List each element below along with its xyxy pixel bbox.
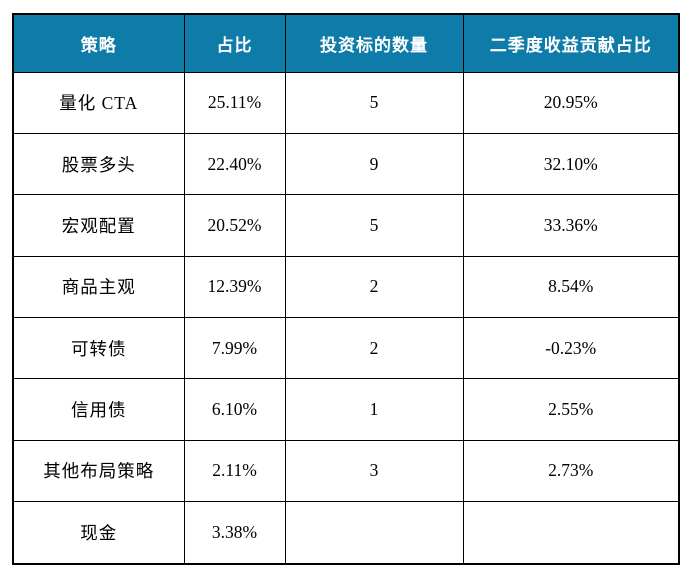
cell-target-count: 2	[284, 316, 464, 380]
cell-strategy: 宏观配置	[12, 194, 185, 257]
header-target-count: 投资标的数量	[284, 13, 464, 73]
header-strategy: 策略	[12, 13, 185, 73]
table-row: 其他布局策略 2.11% 3 2.73%	[12, 439, 680, 502]
header-proportion: 占比	[183, 13, 286, 73]
cell-strategy: 现金	[12, 500, 185, 565]
cell-proportion: 2.11%	[183, 439, 286, 502]
cell-q2-contribution: 33.36%	[462, 194, 680, 257]
cell-strategy: 股票多头	[12, 132, 185, 196]
table-row: 商品主观 12.39% 2 8.54%	[12, 255, 680, 318]
cell-q2-contribution: 8.54%	[462, 255, 680, 318]
cell-target-count: 5	[284, 71, 464, 134]
cell-proportion: 7.99%	[183, 316, 286, 380]
cell-proportion: 3.38%	[183, 500, 286, 565]
cell-strategy: 量化 CTA	[12, 71, 185, 134]
cell-proportion: 25.11%	[183, 71, 286, 134]
table-row: 股票多头 22.40% 9 32.10%	[12, 132, 680, 196]
cell-q2-contribution: 2.73%	[462, 439, 680, 502]
cell-q2-contribution: 32.10%	[462, 132, 680, 196]
table-row: 宏观配置 20.52% 5 33.36%	[12, 194, 680, 257]
cell-strategy: 信用债	[12, 378, 185, 441]
cell-strategy: 商品主观	[12, 255, 185, 318]
table-row: 可转债 7.99% 2 -0.23%	[12, 316, 680, 380]
cell-target-count: 3	[284, 439, 464, 502]
header-q2-contribution: 二季度收益贡献占比	[462, 13, 680, 73]
cell-strategy: 可转债	[12, 316, 185, 380]
cell-proportion: 22.40%	[183, 132, 286, 196]
cell-q2-contribution: 2.55%	[462, 378, 680, 441]
cell-target-count: 9	[284, 132, 464, 196]
cell-target-count	[284, 500, 464, 565]
cell-q2-contribution: 20.95%	[462, 71, 680, 134]
cell-target-count: 2	[284, 255, 464, 318]
cell-proportion: 20.52%	[183, 194, 286, 257]
cell-proportion: 12.39%	[183, 255, 286, 318]
table-row: 现金 3.38%	[12, 500, 680, 565]
table-row: 量化 CTA 25.11% 5 20.95%	[12, 71, 680, 134]
table-row: 信用债 6.10% 1 2.55%	[12, 378, 680, 441]
cell-strategy: 其他布局策略	[12, 439, 185, 502]
cell-q2-contribution	[462, 500, 680, 565]
cell-proportion: 6.10%	[183, 378, 286, 441]
table-header-row: 策略 占比 投资标的数量 二季度收益贡献占比	[12, 13, 680, 73]
cell-target-count: 1	[284, 378, 464, 441]
cell-q2-contribution: -0.23%	[462, 316, 680, 380]
strategy-allocation-table: 策略 占比 投资标的数量 二季度收益贡献占比 量化 CTA 25.11% 5 2…	[12, 13, 680, 565]
cell-target-count: 5	[284, 194, 464, 257]
